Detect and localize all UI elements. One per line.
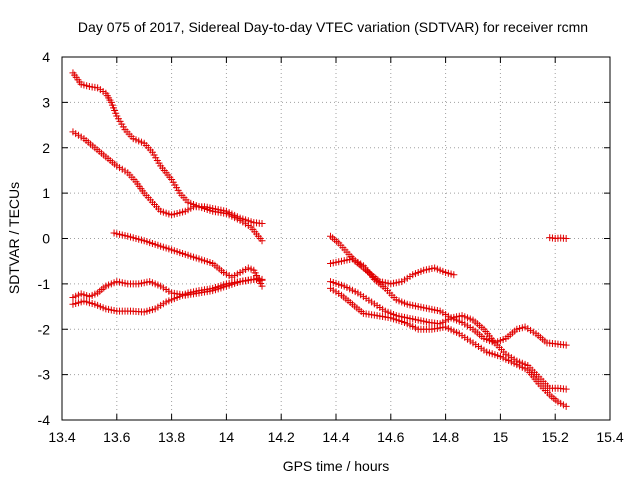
y-tick-label: 4 [42, 49, 50, 65]
x-tick-label: 14.8 [432, 429, 459, 445]
x-tick-label: 15.4 [596, 429, 623, 445]
data-points [69, 69, 570, 410]
x-tick-label: 14 [219, 429, 235, 445]
y-tick-label: -4 [38, 412, 51, 428]
x-tick-label: 14.2 [268, 429, 295, 445]
y-tick-label: 3 [42, 94, 50, 110]
data-point [258, 276, 266, 284]
grid-lines [62, 57, 610, 420]
data-point [562, 235, 570, 242]
data-point [258, 237, 266, 245]
x-tick-label: 14.6 [377, 429, 404, 445]
x-tick-labels: 13.4 13.6 13.8 14 14.2 14.4 14.6 14.8 15 15.2 15.4 [48, 429, 623, 445]
x-tick-label: 15 [493, 429, 509, 445]
y-tick-label: -3 [38, 367, 51, 383]
series-trace-9 [327, 284, 570, 410]
chart-title: Day 075 of 2017, Sidereal Day-to-day VTE… [78, 19, 588, 35]
series-trace-5 [69, 275, 266, 316]
y-tick-label: 1 [42, 185, 50, 201]
y-axis-label: SDTVAR / TECUs [6, 182, 22, 294]
x-axis-label: GPS time / hours [283, 458, 390, 474]
y-tick-label: 2 [42, 140, 50, 156]
x-tick-label: 15.2 [542, 429, 569, 445]
series-trace-8 [327, 278, 570, 393]
series-trace-6 [327, 232, 458, 288]
data-point [562, 385, 570, 393]
series-trace-10 [546, 234, 570, 242]
x-tick-label: 13.6 [103, 429, 130, 445]
axis-ticks [61, 56, 611, 421]
y-tick-labels: -4 -3 -2 -1 0 1 2 3 4 [38, 49, 51, 428]
y-tick-label: 0 [42, 231, 50, 247]
data-point [258, 282, 266, 290]
series-trace-3 [110, 229, 266, 290]
x-tick-label: 13.8 [158, 429, 185, 445]
series-trace-2 [69, 128, 266, 228]
y-tick-label: -2 [38, 321, 51, 337]
data-point [562, 402, 570, 410]
data-point [562, 341, 570, 349]
data-point [258, 220, 266, 228]
x-tick-label: 14.4 [322, 429, 349, 445]
data-point [450, 271, 458, 279]
x-tick-label: 13.4 [48, 429, 75, 445]
y-tick-label: -1 [38, 276, 51, 292]
